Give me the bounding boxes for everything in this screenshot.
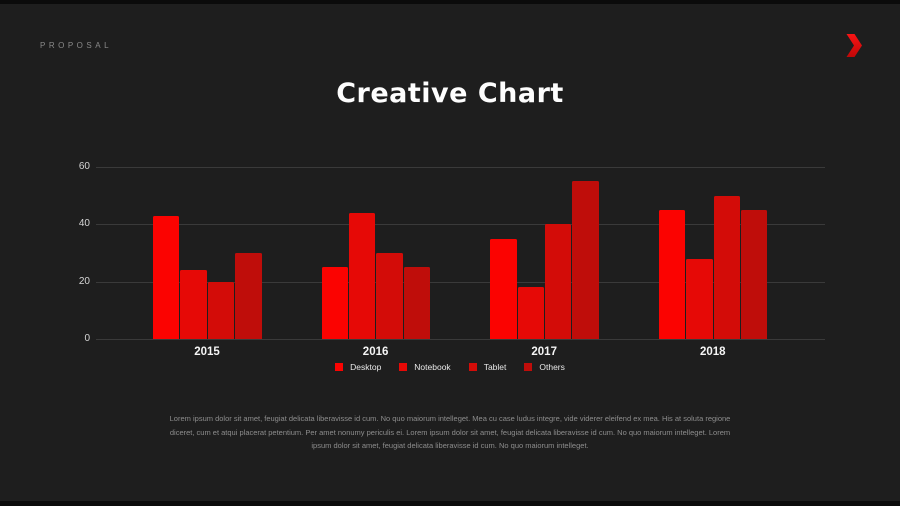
legend-item-desktop: Desktop	[335, 362, 381, 372]
slide-background: PROPOSAL Creative Chart 0 20 40 60 2015 2016 2…	[0, 4, 900, 501]
bar-notebook-2018	[686, 258, 713, 339]
legend-swatch-icon	[524, 363, 533, 371]
legend-label: Tablet	[483, 362, 507, 372]
bar-others-2018	[741, 210, 768, 339]
page-title: Creative Chart	[336, 78, 564, 109]
y-axis-tick: 40	[78, 218, 90, 230]
legend-swatch-icon	[399, 363, 408, 371]
y-axis-tick: 20	[78, 275, 90, 287]
legend-swatch-icon	[468, 363, 477, 371]
gridline	[96, 167, 825, 168]
legend-swatch-icon	[335, 363, 344, 371]
gridline	[96, 281, 825, 283]
y-axis-tick: 60	[78, 161, 90, 172]
description-text: Lorem ipsum dolor sit amet, feugiat deli…	[169, 414, 731, 450]
bar-notebook-2016	[349, 212, 376, 339]
chevron-right-icon	[845, 34, 863, 60]
gridline	[96, 224, 825, 226]
letterbox-top	[0, 0, 900, 4]
legend-item-others: Others	[524, 362, 565, 372]
bar-desktop-2015	[153, 215, 180, 339]
bar-tablet-2018	[713, 195, 740, 339]
bar-tablet-2017	[545, 224, 572, 339]
bar-tablet-2015	[207, 281, 235, 339]
bar-notebook-2017	[517, 287, 544, 339]
bar-others-2016	[403, 267, 431, 339]
eyebrow-label: PROPOSAL	[40, 41, 113, 50]
bar-others-2015	[235, 253, 262, 339]
legend-label: Others	[539, 362, 565, 372]
bar-others-2017	[572, 181, 599, 339]
legend-item-tablet: Tablet	[468, 362, 507, 372]
letterbox-bottom	[0, 501, 900, 506]
chart-legend: Desktop Notebook Tablet Others	[0, 362, 900, 372]
x-axis-label: 2018	[700, 346, 726, 358]
bar-tablet-2016	[376, 253, 403, 339]
legend-item-notebook: Notebook	[399, 362, 451, 372]
y-axis-tick: 0	[84, 333, 90, 344]
x-axis-label: 2015	[194, 346, 220, 358]
bar-desktop-2016	[321, 267, 348, 339]
legend-label: Notebook	[414, 362, 451, 372]
bar-notebook-2015	[180, 270, 207, 339]
legend-label: Desktop	[350, 362, 382, 372]
gridline	[96, 339, 825, 340]
bar-desktop-2017	[490, 238, 517, 339]
x-axis-label: 2017	[531, 346, 557, 358]
bar-chart: 0 20 40 60 2015 2016 2017 2018	[79, 161, 825, 358]
bar-desktop-2018	[658, 210, 686, 339]
next-slide-button[interactable]	[845, 34, 863, 57]
x-axis-label: 2016	[362, 346, 389, 358]
